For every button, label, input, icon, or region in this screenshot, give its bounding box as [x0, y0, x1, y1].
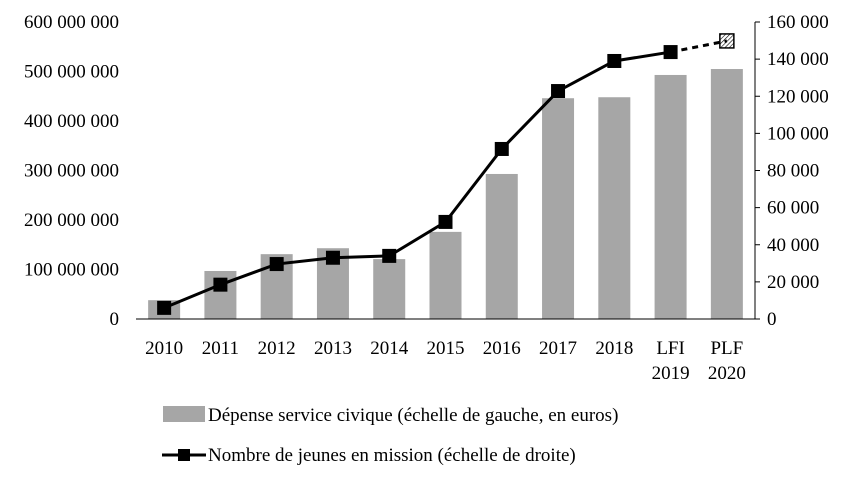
x-tick-label: 2010 [145, 338, 183, 359]
right-tick-label: 20 000 [767, 272, 819, 293]
x-tick-label: 2013 [314, 338, 352, 359]
data-point [663, 45, 678, 60]
line-series [157, 33, 735, 315]
right-tick-label: 80 000 [767, 161, 819, 182]
legend-bar-label: Dépense service civique (échelle de gauc… [208, 405, 618, 426]
x-tick-label: 2015 [427, 338, 465, 359]
bar [373, 259, 406, 319]
x-tick-label: 2016 [483, 338, 521, 359]
bar [485, 173, 518, 319]
bar [598, 97, 631, 320]
left-tick-label: 0 [110, 309, 120, 330]
x-tick-label: PLF [710, 338, 743, 359]
legend: Dépense service civique (échelle de gauc… [162, 405, 618, 466]
left-tick-label: 300 000 000 [24, 161, 119, 182]
projected-line-segment [670, 39, 728, 54]
bar [654, 74, 687, 319]
right-tick-label: 140 000 [767, 49, 829, 70]
line-path [163, 50, 671, 310]
data-point [551, 84, 566, 99]
right-tick-label: 0 [767, 309, 777, 330]
right-tick-label: 100 000 [767, 123, 829, 144]
x-tick-label: LFI [656, 338, 685, 359]
data-point [213, 277, 228, 292]
x-tick-label: 2019 [652, 363, 690, 384]
legend-line-label: Nombre de jeunes en mission (échelle de … [208, 445, 576, 466]
data-point [157, 300, 172, 315]
legend-bar-swatch [163, 406, 205, 422]
bar-series [148, 69, 743, 320]
bar [429, 231, 462, 319]
projected-data-point [719, 33, 735, 49]
bar [710, 69, 743, 320]
x-axis-labels: 2010 2011 2012 2013 2014 2015 2016 2017 2018 LFI 2… [145, 338, 746, 384]
data-point [269, 257, 284, 272]
x-tick-label: 2017 [539, 338, 577, 359]
bar [542, 98, 575, 319]
data-point [438, 214, 453, 229]
x-tick-label: 2012 [258, 338, 296, 359]
data-point [325, 250, 340, 265]
x-tick-label: 2014 [370, 338, 409, 359]
left-tick-label: 600 000 000 [24, 12, 119, 33]
right-axis: 0 20 000 40 000 60 000 80 000 100 000 120 000 1… [755, 12, 829, 330]
legend-line-marker [178, 449, 190, 461]
x-tick-label: 2011 [202, 338, 239, 359]
x-tick-label: 2018 [595, 338, 633, 359]
left-tick-label: 400 000 000 [24, 111, 119, 132]
right-tick-label: 60 000 [767, 198, 819, 219]
left-tick-label: 100 000 000 [24, 260, 119, 281]
right-tick-label: 120 000 [767, 86, 829, 107]
left-tick-label: 200 000 000 [24, 210, 119, 231]
left-axis: 0 100 000 000 200 000 000 300 000 000 400 00… [24, 12, 119, 330]
right-tick-label: 160 000 [767, 12, 829, 33]
x-tick-label: 2020 [708, 363, 746, 384]
data-point [382, 248, 397, 263]
right-tick-label: 40 000 [767, 235, 819, 256]
left-tick-label: 500 000 000 [24, 62, 119, 83]
data-point [607, 53, 622, 68]
data-point [494, 141, 509, 156]
